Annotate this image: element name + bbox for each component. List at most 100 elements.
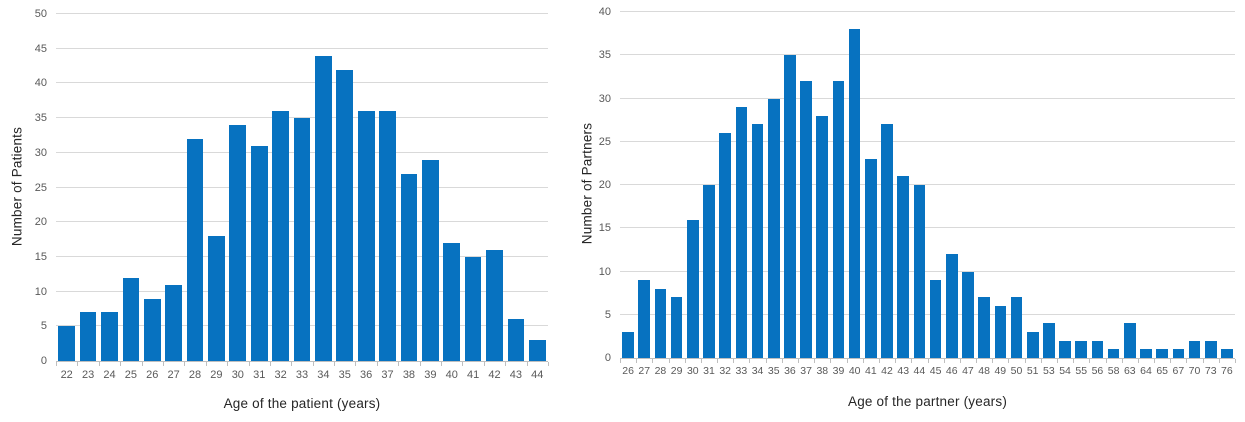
bar	[670, 297, 683, 358]
x-tick-label: 33	[735, 365, 748, 377]
x-tick-label: 38	[402, 369, 416, 381]
bar	[315, 55, 332, 361]
x-axis-tick	[1073, 359, 1075, 363]
bar	[79, 312, 97, 361]
x-axis-tick	[1170, 359, 1172, 363]
bar	[832, 81, 845, 358]
bar	[250, 145, 268, 361]
x-tick-label: 63	[1123, 365, 1136, 377]
y-tick-label: 30	[598, 92, 611, 105]
x-axis-tick	[312, 362, 314, 366]
bar	[638, 280, 651, 358]
x-tick-label: 48	[978, 365, 990, 377]
bar	[486, 249, 503, 361]
x-axis-tick	[1105, 359, 1107, 363]
x-axis-tick	[419, 362, 421, 366]
bar	[1156, 349, 1168, 358]
x-tick-label: 27	[638, 365, 651, 377]
x-axis-tick	[248, 362, 250, 366]
x-tick-label: 26	[622, 365, 634, 377]
bar	[1059, 340, 1071, 358]
y-tick-label: 40	[598, 6, 611, 18]
gridline	[620, 97, 1235, 99]
x-axis-title-patients: Age of the patient (years)	[223, 396, 381, 411]
x-axis-tick	[1154, 359, 1156, 363]
x-axis-tick	[227, 362, 229, 366]
x-axis-tick	[1137, 359, 1139, 363]
x-tick-label: 56	[1091, 365, 1104, 377]
x-axis-tick	[830, 359, 832, 363]
gridline	[620, 140, 1235, 142]
x-tick-label: 36	[784, 365, 796, 377]
x-axis-tick	[441, 362, 443, 366]
x-tick-label: 40	[445, 369, 458, 381]
bar	[654, 288, 667, 358]
x-axis-tick	[781, 359, 783, 363]
x-tick-label: 33	[295, 369, 309, 381]
x-axis-tick	[548, 362, 549, 366]
gridline	[56, 82, 548, 84]
x-tick-label: 42	[488, 369, 501, 381]
x-tick-label: 40	[848, 365, 861, 377]
x-axis-tick	[846, 359, 848, 363]
bar	[143, 298, 161, 361]
x-axis-tick	[927, 359, 929, 363]
y-tick-label: 30	[34, 146, 47, 159]
bar	[1221, 349, 1233, 358]
x-axis-tick	[911, 359, 913, 363]
bar	[1075, 340, 1088, 358]
x-tick-label: 37	[381, 369, 394, 381]
x-axis-tick	[878, 359, 880, 363]
x-axis-tick	[992, 359, 994, 363]
x-tick-label: 47	[962, 365, 974, 377]
x-tick-label: 50	[1010, 365, 1023, 377]
bar	[703, 185, 715, 358]
x-axis-tick	[376, 362, 378, 366]
x-axis-tick	[652, 359, 654, 363]
x-axis-tick	[398, 362, 400, 366]
bar	[719, 133, 731, 358]
x-axis-tick	[1056, 359, 1058, 363]
x-axis-tick	[1235, 359, 1236, 363]
x-tick-label: 32	[274, 369, 287, 381]
bar	[379, 111, 396, 361]
y-tick-label: 40	[34, 77, 47, 90]
x-axis-title-partners: Age of the partner (years)	[847, 394, 1008, 409]
x-axis-tick	[1186, 359, 1188, 363]
bar	[800, 81, 812, 358]
x-tick-label: 65	[1156, 365, 1168, 377]
bar	[293, 118, 311, 361]
gridline	[620, 184, 1235, 185]
x-tick-label: 24	[103, 369, 116, 381]
x-axis-tick	[684, 359, 686, 363]
y-tick-label: 35	[34, 112, 47, 125]
bar	[816, 115, 829, 358]
x-tick-label: 36	[360, 369, 373, 381]
x-tick-label: 31	[253, 369, 266, 381]
x-axis-tick	[120, 362, 122, 366]
y-tick-label: 25	[598, 135, 611, 148]
x-tick-label: 73	[1204, 365, 1217, 377]
bar	[962, 271, 974, 358]
y-tick-label: 0	[40, 355, 47, 367]
gridline	[56, 47, 548, 49]
bar	[687, 219, 699, 358]
x-tick-label: 46	[945, 365, 958, 377]
x-axis-tick	[976, 359, 978, 363]
x-tick-label: 22	[60, 369, 73, 381]
x-tick-label: 32	[719, 365, 732, 377]
y-tick-label: 20	[34, 216, 47, 229]
x-tick-label: 29	[210, 369, 223, 381]
x-axis-tick	[1121, 359, 1123, 363]
bar	[122, 277, 140, 361]
bar	[929, 280, 942, 358]
x-tick-label: 45	[929, 365, 942, 377]
gridline	[620, 313, 1235, 315]
x-tick-label: 42	[881, 365, 893, 377]
x-axis-tick	[483, 362, 485, 366]
y-tick-label: 5	[604, 308, 611, 321]
bar	[1140, 349, 1152, 358]
bar	[1091, 340, 1104, 358]
bar	[1204, 340, 1217, 358]
x-axis-tick	[895, 359, 897, 363]
